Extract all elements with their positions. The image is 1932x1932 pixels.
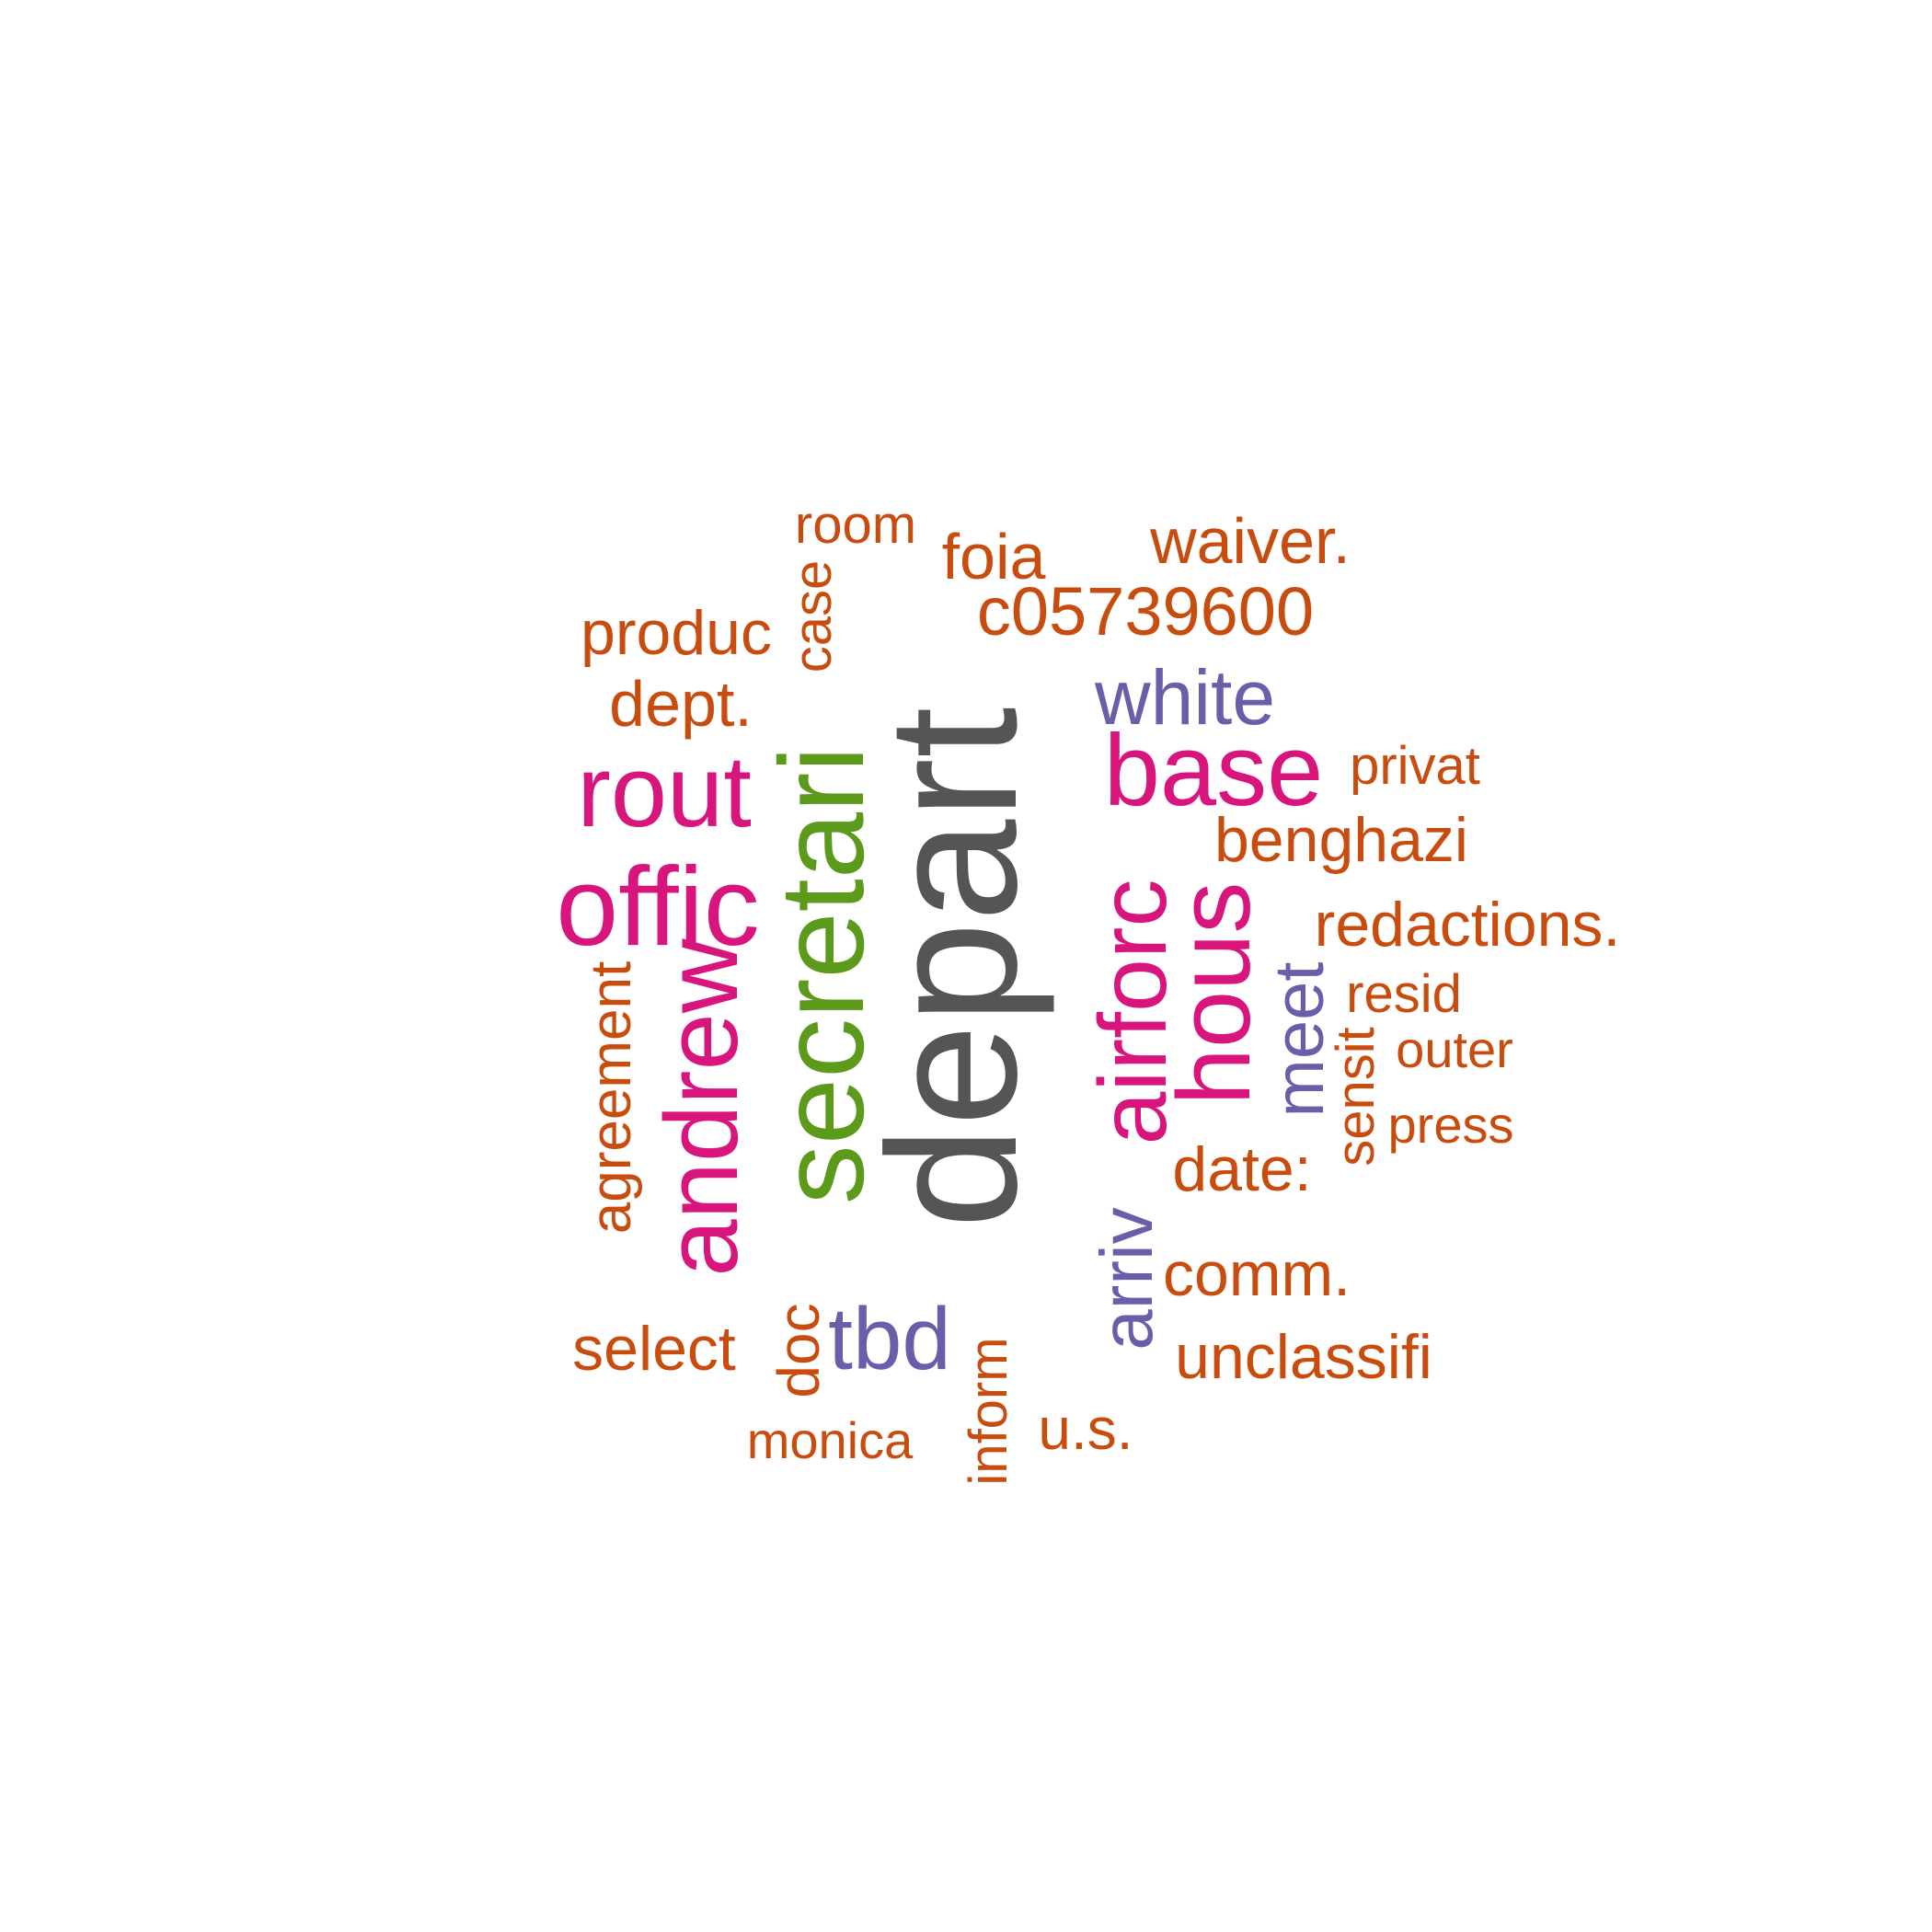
word-rout: rout: [577, 735, 752, 848]
word-outer: outer: [1396, 1020, 1513, 1078]
word-room: room: [794, 495, 917, 555]
word-privat: privat: [1350, 736, 1480, 796]
word-depart: depart: [850, 707, 1055, 1229]
word-waiver: waiver.: [1150, 505, 1351, 577]
word-press: press: [1387, 1096, 1514, 1154]
word-secretari: secretari: [754, 745, 889, 1205]
word-foia: foia: [941, 521, 1046, 592]
word-us: u.s.: [1038, 1396, 1133, 1462]
word-offic: offic: [556, 844, 760, 969]
word-arriv: arriv: [1086, 1207, 1167, 1351]
word-monica: monica: [746, 1411, 914, 1469]
word-base: base: [1103, 714, 1324, 827]
word-redactions: redactions.: [1314, 890, 1621, 960]
word-andrew: andrew: [644, 938, 759, 1277]
word-dept: dept.: [609, 668, 753, 740]
word-hous: hous: [1156, 881, 1271, 1106]
word-case: case: [783, 559, 843, 673]
word-date: date:: [1172, 1134, 1312, 1204]
word-unclassifi: unclassifi: [1175, 1322, 1432, 1392]
word-meet: meet: [1260, 961, 1339, 1118]
word-comm: comm.: [1163, 1239, 1351, 1309]
word-sensit: sensit: [1326, 1027, 1386, 1167]
word-c05739600: c05739600: [976, 573, 1315, 650]
word-select: select: [572, 1314, 736, 1384]
word-agreement: agreement: [580, 960, 643, 1235]
word-benghazi: benghazi: [1213, 805, 1469, 875]
word-tbd: tbd: [828, 1290, 951, 1388]
word-doc: doc: [765, 1303, 832, 1398]
word-produc: produc: [581, 598, 772, 668]
word-resid: resid: [1346, 964, 1462, 1024]
word-inform: inform: [959, 1337, 1018, 1486]
word-white: white: [1094, 654, 1276, 741]
